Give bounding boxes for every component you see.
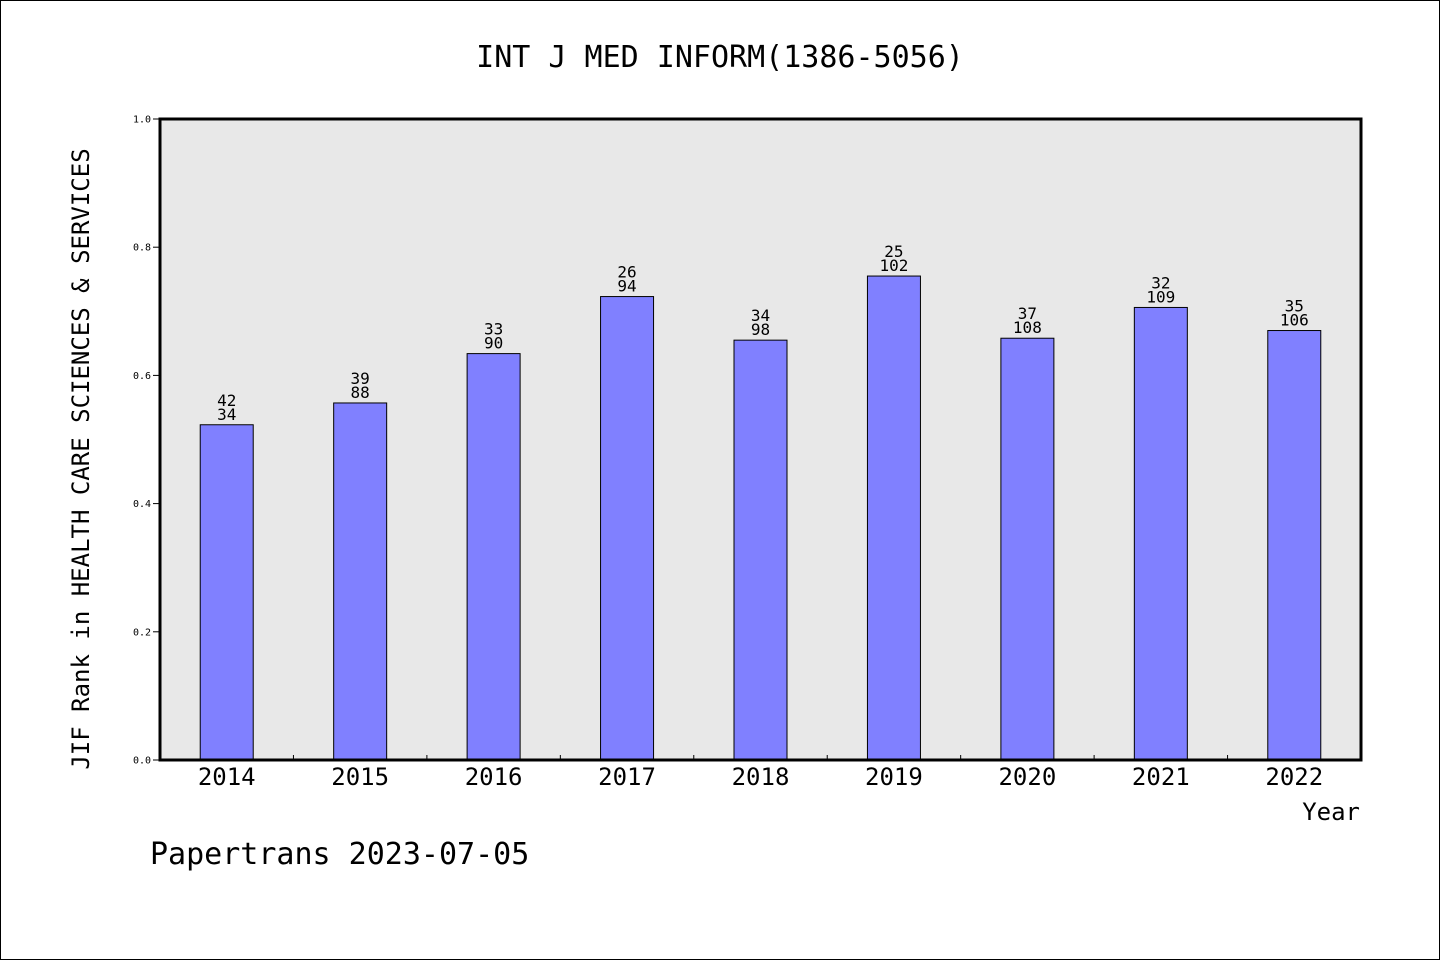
plot-border xyxy=(158,117,1363,762)
chart-title: INT J MED INFORM(1386-5056) xyxy=(476,40,964,75)
x-tick-label: 2022 xyxy=(1265,763,1323,791)
bar-2020 xyxy=(1000,337,1055,761)
y-axis-label: JIF Rank in HEALTH CARE SCIENCES & SERVI… xyxy=(67,148,95,769)
total-label: 102 xyxy=(879,256,908,275)
x-tick-label: 2021 xyxy=(1132,763,1190,791)
footer-source: Papertrans 2023-07-05 xyxy=(150,837,529,872)
y-tick-label: 0.0 xyxy=(133,756,151,767)
y-tick-label: 0.8 xyxy=(133,243,151,254)
total-label: 106 xyxy=(1280,311,1309,330)
x-axis: 2014 2015 2016 2017 2018 2019 2020 2021 2022 xyxy=(198,755,1323,791)
total-label: 108 xyxy=(1013,318,1042,337)
total-label: 109 xyxy=(1146,287,1175,306)
total-label: 34 xyxy=(217,405,236,424)
rank-label: 32 xyxy=(1151,273,1170,292)
y-axis: 0.0 0.2 0.4 0.6 0.8 1.0 xyxy=(133,115,160,767)
x-axis-label: Year xyxy=(1302,798,1360,826)
bar-2021 xyxy=(1133,306,1188,761)
x-tick-label: 2017 xyxy=(598,763,656,791)
rank-label: 39 xyxy=(351,369,370,388)
x-tick-label: 2014 xyxy=(198,763,256,791)
y-tick-label: 1.0 xyxy=(133,115,151,126)
bar-2015 xyxy=(333,402,388,761)
rank-label: 26 xyxy=(617,263,636,282)
x-tick-label: 2016 xyxy=(465,763,523,791)
rank-label: 25 xyxy=(884,242,903,261)
rank-label: 33 xyxy=(484,320,503,339)
x-tick-label: 2015 xyxy=(331,763,389,791)
bar-2016 xyxy=(466,353,521,761)
rank-label: 34 xyxy=(751,306,770,325)
bar-2019 xyxy=(866,275,921,761)
y-tick-label: 0.2 xyxy=(133,627,151,638)
rank-label: 42 xyxy=(217,391,236,410)
x-tick-label: 2018 xyxy=(732,763,790,791)
bar-2018 xyxy=(733,339,788,761)
total-label: 94 xyxy=(617,277,636,296)
rank-label: 35 xyxy=(1285,297,1304,316)
bar-2014 xyxy=(199,424,254,761)
bar-2022 xyxy=(1267,330,1322,761)
total-label: 98 xyxy=(751,320,770,339)
x-tick-label: 2019 xyxy=(865,763,923,791)
total-label: 88 xyxy=(351,383,370,402)
y-tick-label: 0.6 xyxy=(133,371,151,382)
x-tick-label: 2020 xyxy=(998,763,1056,791)
y-tick-label: 0.4 xyxy=(133,499,151,510)
bar-2017 xyxy=(600,296,655,761)
total-label: 90 xyxy=(484,334,503,353)
rank-label: 37 xyxy=(1018,304,1037,323)
bars xyxy=(199,275,1322,761)
